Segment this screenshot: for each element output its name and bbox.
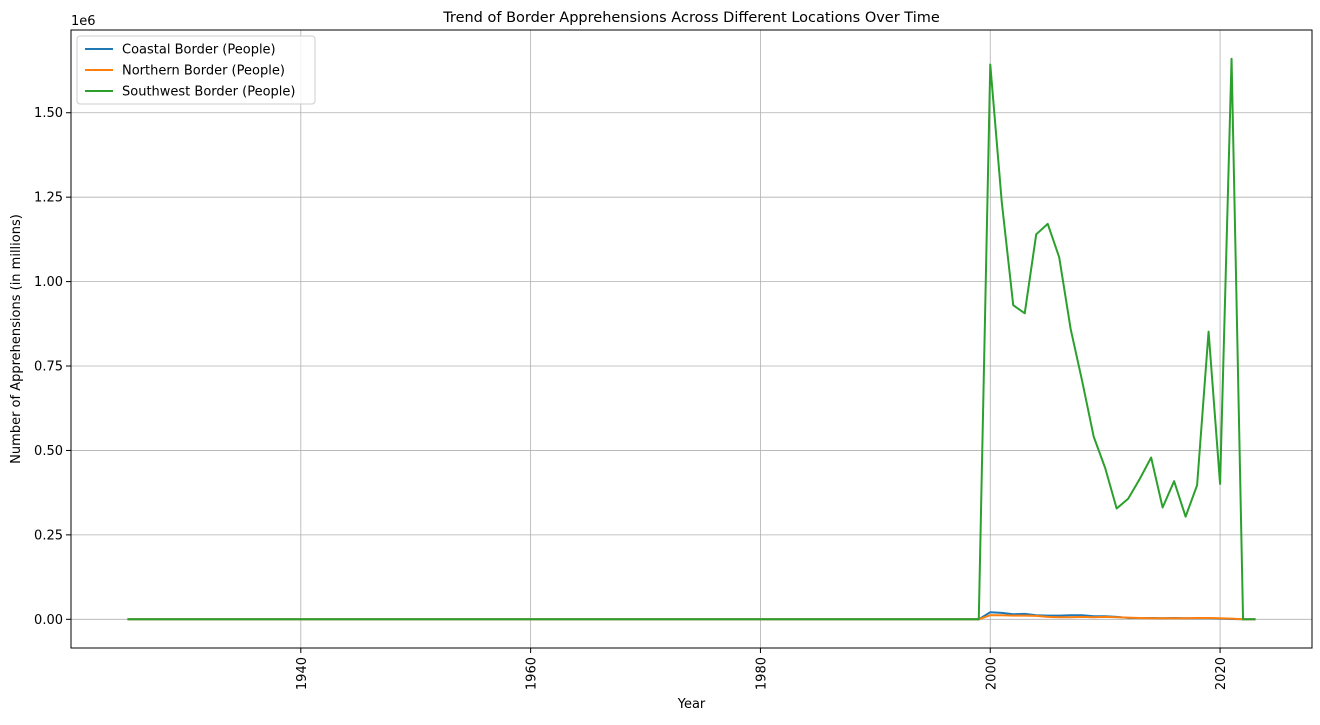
y-axis-offset-text: 1e6 (71, 14, 96, 29)
y-tick-label: 0.75 (34, 360, 63, 375)
y-tick-label: 0.00 (34, 613, 63, 628)
legend-box (76, 35, 316, 105)
legend-label: Coastal Border (People) (122, 43, 276, 58)
series-layer (127, 57, 1256, 621)
x-tick-label: 1940 (295, 657, 310, 690)
grid-layer (71, 30, 1312, 648)
plot-frame (70, 29, 1313, 649)
x-tick-label: 1980 (754, 657, 769, 690)
y-tick-label: 1.25 (34, 191, 63, 206)
tick-layer: 1940 1960 1980 2000 2020 0.00 0.25 0.50 0.75 1.00… (34, 106, 1229, 690)
legend: Coastal Border (People) Northern Border (… (76, 35, 316, 105)
series-line-1 (127, 614, 1256, 621)
y-tick-label: 0.50 (34, 444, 63, 459)
x-tick-label: 2020 (1214, 657, 1229, 690)
series-line-0 (127, 611, 1256, 621)
y-tick-label: 1.50 (34, 106, 63, 121)
y-tick-label: 1.00 (34, 275, 63, 290)
chart-title: Trend of Border Apprehensions Across Dif… (442, 10, 940, 26)
y-axis-label: Number of Apprehensions (in millions) (9, 214, 24, 464)
x-axis-label: Year (677, 697, 706, 712)
legend-label: Northern Border (People) (122, 64, 285, 79)
x-tick-label: 2000 (984, 657, 999, 690)
series-line-2 (127, 57, 1256, 621)
y-tick-label: 0.25 (34, 528, 63, 543)
x-tick-label: 1960 (525, 657, 540, 690)
legend-label: Southwest Border (People) (122, 85, 295, 100)
